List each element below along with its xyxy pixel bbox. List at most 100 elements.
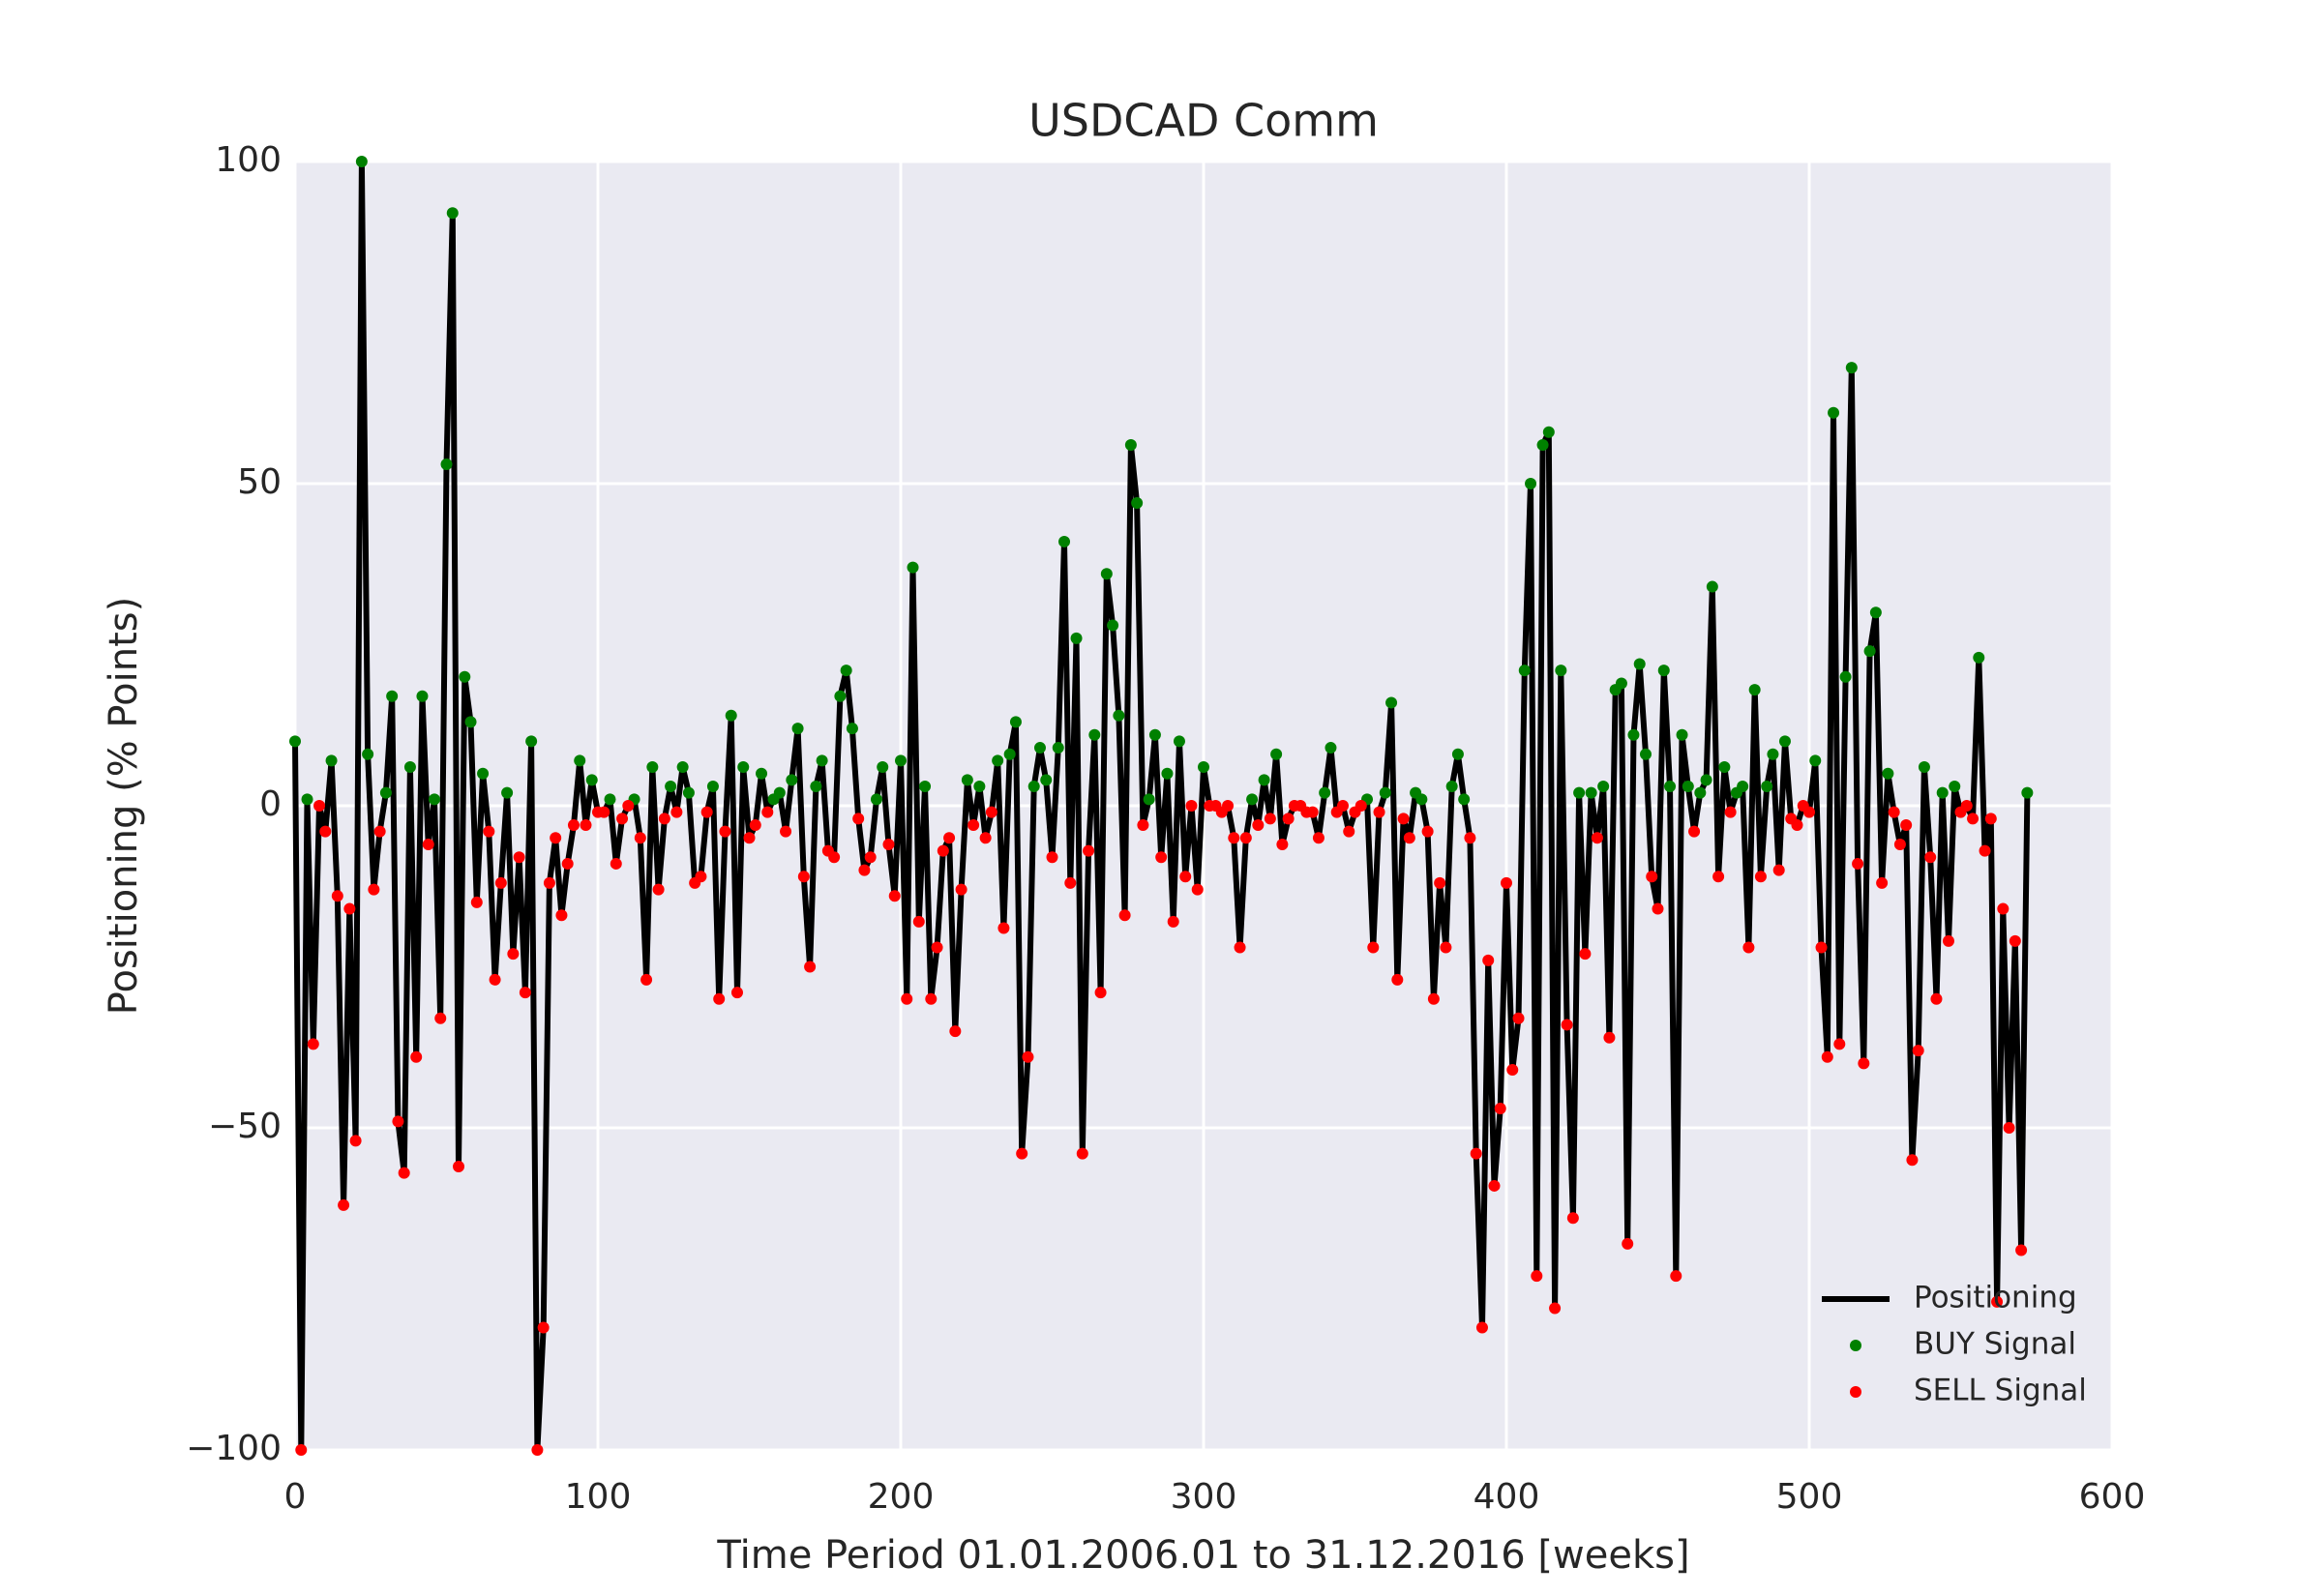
signal-dot: [1566, 1212, 1579, 1225]
signal-dot: [1991, 1295, 2004, 1308]
y-tick-label: 0: [259, 784, 282, 824]
signal-dot: [446, 207, 459, 220]
signal-dot: [1833, 1038, 1846, 1050]
signal-dot: [1198, 761, 1209, 774]
signal-dot: [877, 761, 889, 774]
signal-dot: [1118, 909, 1131, 922]
signal-dot: [955, 883, 968, 896]
signal-dot: [864, 851, 877, 864]
signal-dot: [1893, 838, 1906, 850]
signal-dot: [1367, 941, 1380, 954]
signal-dot: [1403, 832, 1415, 844]
signal-dot: [907, 561, 919, 574]
signal-dot: [1076, 1147, 1088, 1160]
signal-dot: [440, 458, 453, 471]
signal-dot: [2003, 1122, 2015, 1134]
x-tick-label: 100: [565, 1477, 632, 1517]
signal-dot: [1706, 580, 1718, 593]
signal-dot: [949, 1025, 962, 1038]
signal-dot: [1809, 754, 1822, 767]
signal-dot: [737, 761, 750, 774]
signal-dot: [895, 754, 907, 767]
signal-dot: [1343, 825, 1355, 838]
signal-dot: [1306, 806, 1319, 818]
signal-dot: [676, 761, 689, 774]
signal-dot: [543, 876, 555, 889]
signal-dot: [1633, 658, 1646, 670]
signal-dot: [730, 987, 743, 999]
signal-dot: [1930, 992, 1943, 1005]
signal-dot: [1694, 786, 1707, 799]
signal-dot: [1052, 742, 1064, 754]
signal-dot: [1967, 813, 1980, 825]
signal-dot: [937, 844, 949, 857]
signal-dot: [1282, 813, 1295, 825]
signal-dot: [743, 832, 756, 844]
signal-dot: [1070, 632, 1083, 644]
signal-dot: [386, 690, 399, 702]
signal-dot: [555, 909, 568, 922]
signal-dot: [1579, 948, 1592, 961]
signal-dot: [477, 767, 490, 780]
signal-dot: [567, 818, 580, 831]
signal-dot: [1949, 781, 1961, 793]
x-tick-label: 300: [1171, 1477, 1237, 1517]
signal-dot: [780, 825, 792, 838]
signal-dot: [379, 786, 392, 799]
signal-dot: [1858, 1057, 1870, 1070]
signal-dot: [513, 851, 525, 864]
signal-dot: [1585, 786, 1597, 799]
signal-dot: [1737, 781, 1749, 793]
signal-dot: [1742, 941, 1755, 954]
signal-dot: [313, 800, 326, 812]
signal-dot: [1918, 761, 1930, 774]
signal-dot: [1488, 1179, 1501, 1192]
signal-dot: [756, 767, 768, 780]
signal-dot: [1670, 1270, 1682, 1283]
y-tick-label: 50: [237, 462, 282, 502]
signal-dot: [846, 723, 858, 735]
signal-dot: [580, 818, 592, 831]
signal-dot: [1682, 781, 1694, 793]
signal-dot: [646, 761, 659, 774]
signal-dot: [870, 793, 882, 806]
signal-dot: [1319, 786, 1331, 799]
signal-dot: [1652, 902, 1664, 915]
signal-dot: [1664, 781, 1677, 793]
signal-dot: [1009, 716, 1022, 728]
signal-dot: [700, 806, 713, 818]
signal-dot: [1373, 806, 1385, 818]
legend-label: SELL Signal: [1914, 1374, 2087, 1408]
legend-label: BUY Signal: [1914, 1327, 2076, 1362]
signal-dot: [804, 961, 817, 973]
signal-dot: [410, 1050, 423, 1063]
signal-dot: [1239, 832, 1252, 844]
signal-dot: [1984, 813, 1997, 825]
signal-dot: [319, 825, 332, 838]
x-tick-label: 600: [2079, 1477, 2146, 1517]
signal-dot: [968, 818, 980, 831]
signal-dot: [1148, 728, 1161, 741]
signal-dot: [616, 813, 629, 825]
signal-dot: [1191, 883, 1204, 896]
signal-dot: [1712, 871, 1725, 883]
signal-dot: [531, 1444, 544, 1456]
signal-dot: [1264, 813, 1276, 825]
signal-dot: [1772, 864, 1785, 876]
signal-dot: [1379, 786, 1391, 799]
signal-dot: [652, 883, 665, 896]
signal-dot: [943, 832, 956, 844]
signal-dot: [1325, 742, 1337, 754]
signal-dot: [1494, 1103, 1506, 1115]
signal-dot: [610, 857, 622, 870]
signal-dot: [1512, 1012, 1525, 1024]
y-tick-label: −50: [208, 1107, 282, 1146]
signal-dot: [1542, 426, 1555, 438]
signal-dot: [1803, 806, 1815, 818]
signal-dot: [797, 871, 810, 883]
signal-dot: [1107, 619, 1119, 632]
signal-dot: [507, 948, 520, 961]
signal-dot: [665, 781, 677, 793]
signal-dot: [355, 156, 368, 167]
signal-dot: [1161, 767, 1174, 780]
